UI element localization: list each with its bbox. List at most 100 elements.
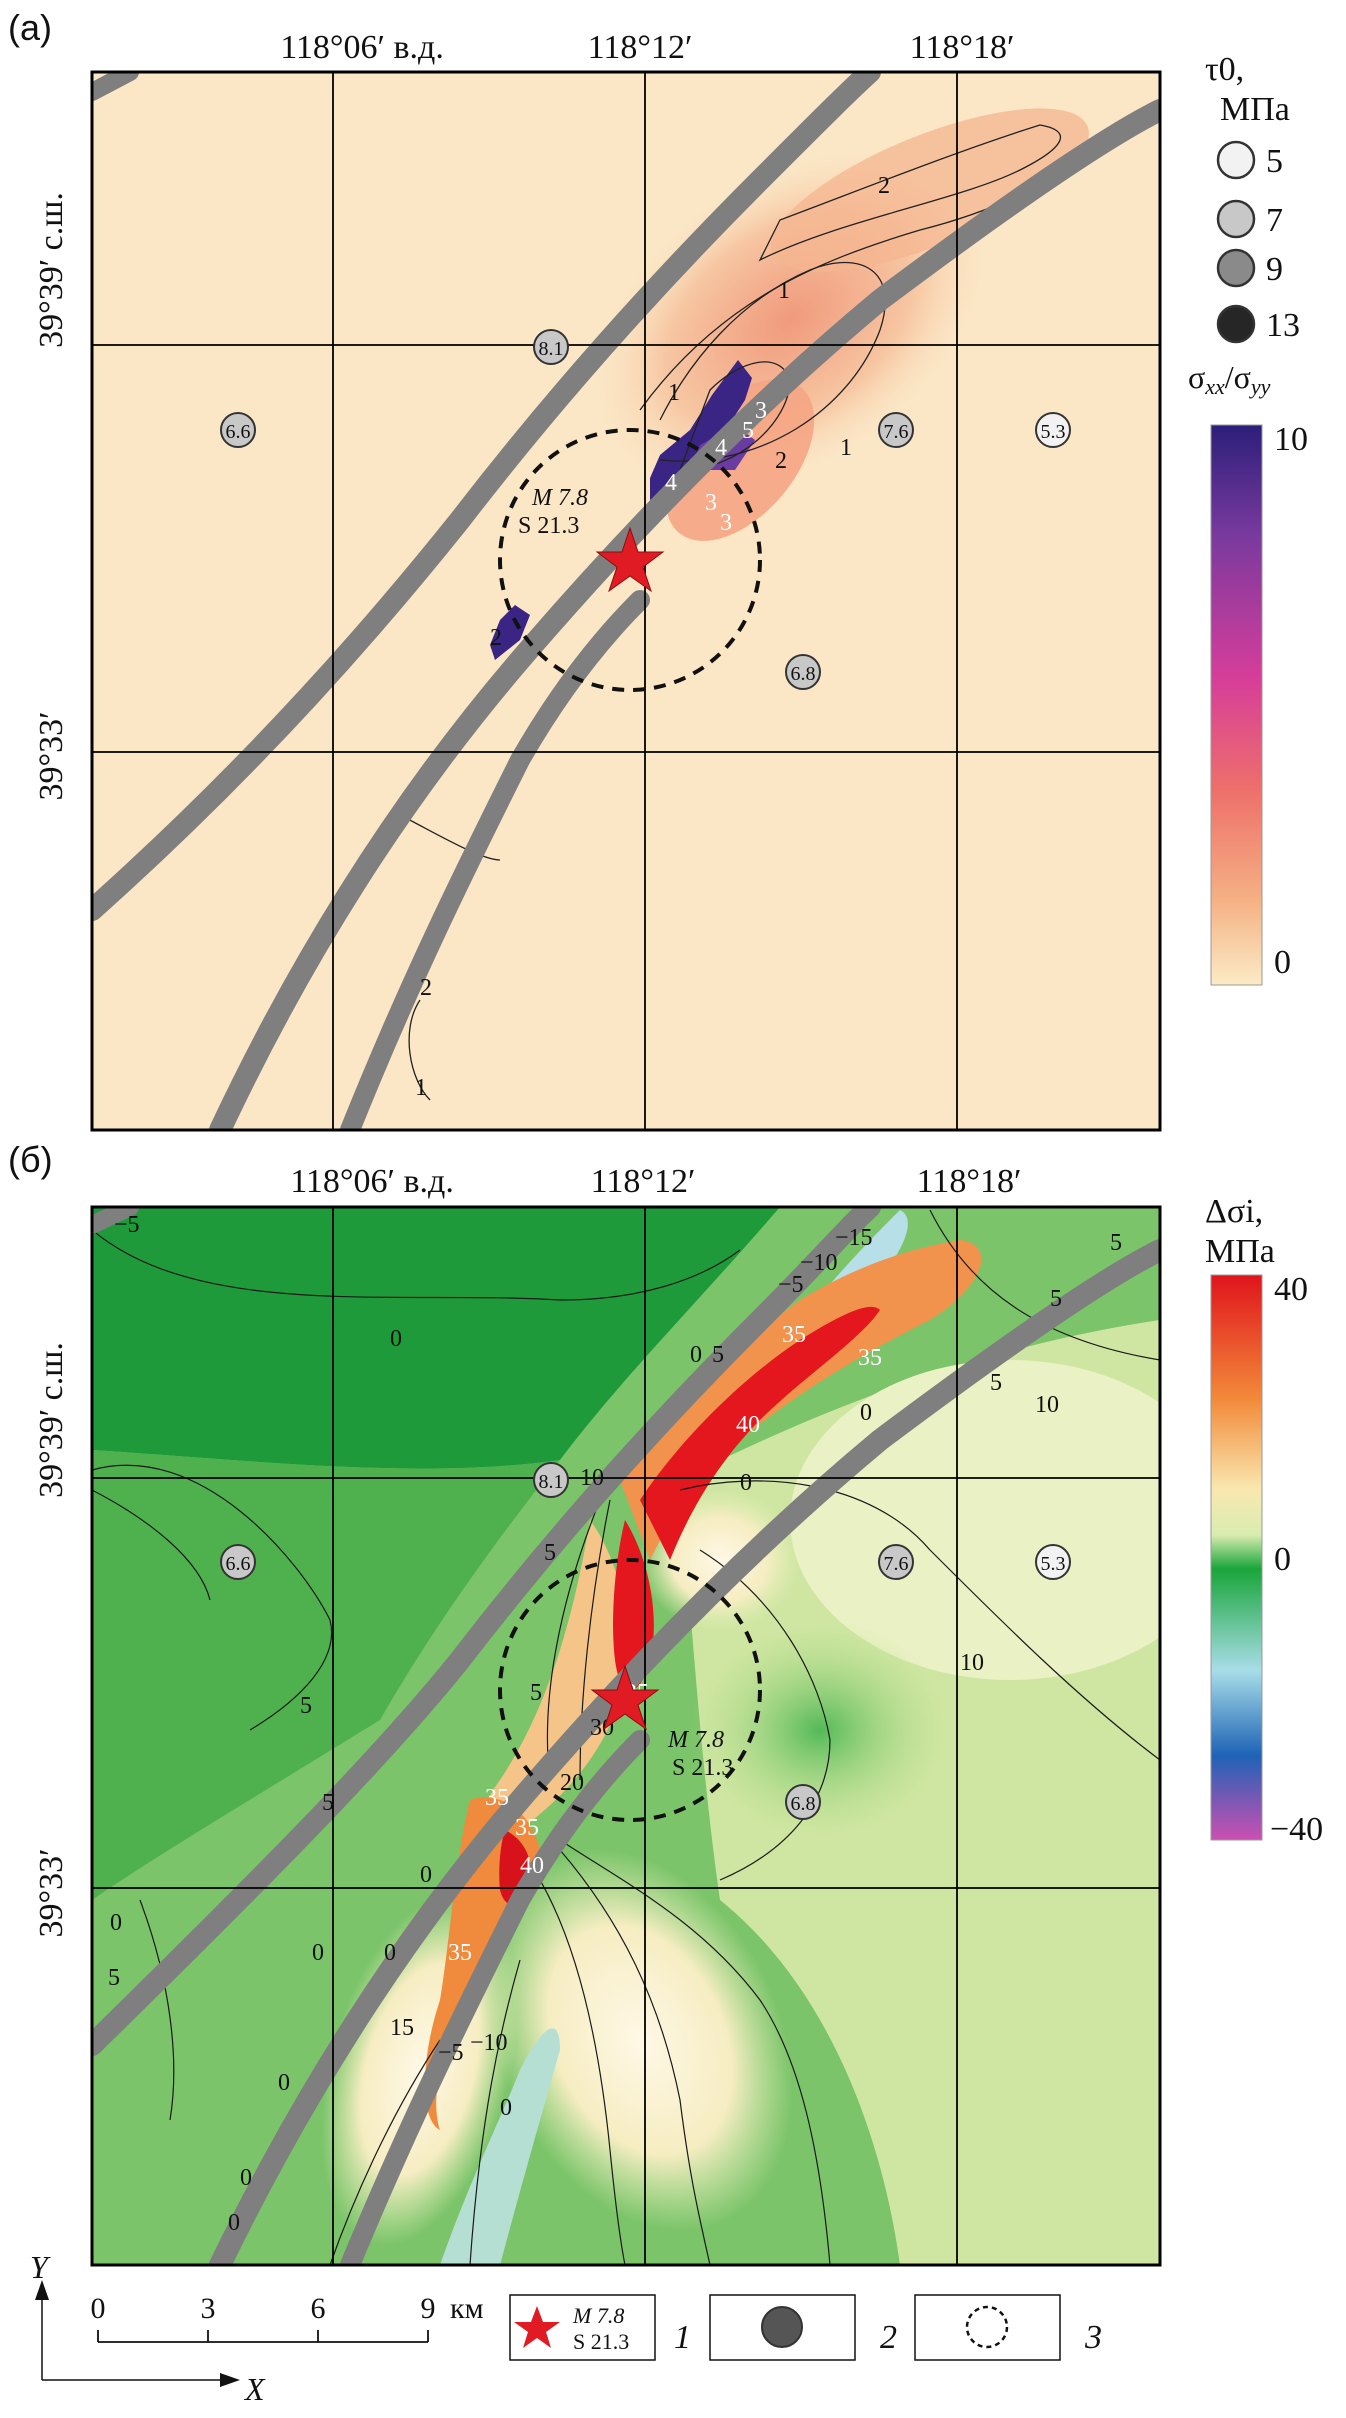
contour-label: 2 [490, 625, 502, 651]
colorbar-b-unit: МПа [1205, 1233, 1275, 1270]
legend-epicenter-magnitude: M 7.8 [572, 2303, 624, 2328]
panel-b-lat-tick-1: 39°39′ с.ш. [33, 1342, 70, 1498]
station-value: 8.1 [539, 338, 564, 360]
panel-b-lon-tick-3: 118°18′ [917, 1163, 1022, 1200]
station-value: 6.6 [226, 1553, 251, 1575]
contour-label: 5 [322, 1790, 334, 1816]
contour-label: 1 [668, 380, 680, 406]
contour-label: 1 [415, 1075, 427, 1101]
contour-label: 5 [712, 1342, 724, 1368]
station-marker [220, 1544, 256, 1580]
contour-label: 10 [580, 1465, 604, 1491]
contour-label: 5 [108, 1965, 120, 1991]
legend-tau0-unit: МПа [1220, 91, 1290, 128]
stations-a: 8.1 6.6 7.6 5.3 6.8 [220, 329, 1071, 690]
stress-halo-upper [771, 108, 1089, 272]
legend-tau0-value: 9 [1266, 251, 1283, 288]
legend-number: 3 [1084, 2319, 1102, 2356]
scale-unit: км [450, 2292, 484, 2325]
contour-label: 40 [520, 1853, 544, 1879]
station-marker [533, 329, 569, 365]
contour-label: 5 [1050, 1286, 1062, 1312]
station-value: 8.1 [539, 1471, 564, 1493]
station-value: 7.6 [884, 421, 909, 443]
map-a-frame [90, 70, 1162, 1132]
grid-b [92, 1207, 1160, 2265]
zone-orange-upper [620, 1240, 982, 1560]
panel-b: (б) 118°06′ в.д. 118°12′ 118°18′ 39°39′ … [8, 1139, 1323, 2267]
colorbar-b-max: 40 [1274, 1271, 1308, 1308]
legend-tau0-value: 7 [1266, 202, 1283, 239]
contour-label: 40 [736, 1412, 760, 1438]
panel-a-lon-tick-3: 118°18′ [910, 29, 1015, 66]
epicenter-stress-drop: S 21.3 [518, 513, 579, 539]
contour-label: 10 [960, 1650, 984, 1676]
epicenter-star-icon [590, 1664, 660, 1731]
contour-label: 0 [312, 1940, 324, 1966]
colorbar-b-min: −40 [1270, 1811, 1323, 1848]
contour-label: −5 [778, 1272, 804, 1298]
legend-tau0-value: 13 [1266, 307, 1300, 344]
contour-label: 35 [858, 1345, 882, 1371]
contour-label: 3 [755, 398, 767, 424]
contour-label: −5 [438, 2040, 464, 2066]
station-value: 6.8 [791, 1793, 816, 1815]
station-value: 6.6 [226, 421, 251, 443]
contour-label: 10 [1035, 1392, 1059, 1418]
legend-rupture-circle-icon [965, 2305, 1009, 2349]
contour-label: 0 [384, 1940, 396, 1966]
epicenter-stress-drop: S 21.3 [672, 1755, 733, 1781]
station-marker [785, 1784, 821, 1820]
rupture-zone-circle [498, 428, 762, 692]
legend-box-rupture [914, 2294, 1061, 2361]
contour-label: 3 [720, 510, 732, 536]
panel-a-lon-tick-1: 118°06′ в.д. [280, 29, 444, 66]
axis-x-label: X [243, 2371, 266, 2407]
colorbar-a-min: 0 [1274, 944, 1291, 981]
contour-label: 5 [742, 418, 754, 444]
contour-labels-a: 2 1 1 1 2 5 3 4 3 4 3 2 2 1 [415, 173, 890, 1101]
station-marker [878, 412, 914, 448]
panel-b-lat-tick-2: 39°33′ [33, 1848, 70, 1937]
contours-b [92, 1209, 1160, 2265]
contour-label: 0 [740, 1470, 752, 1496]
colorbar-b-ramp [1210, 1274, 1263, 1841]
station-value: 6.8 [791, 663, 816, 685]
legend-tau0-swatch [1216, 199, 1256, 239]
contour-label: 3 [705, 490, 717, 516]
station-marker [1035, 1544, 1071, 1580]
panel-a-lat-tick-2: 39°33′ [33, 711, 70, 800]
colorbar-a-title: σxx/σyy [1188, 359, 1271, 399]
legend-station-icon [761, 2306, 803, 2348]
contour-label: 0 [500, 2095, 512, 2121]
contour-label: 0 [228, 2210, 240, 2236]
legend-star-icon [514, 2306, 560, 2348]
map-a: 2 1 1 1 2 5 3 4 3 4 3 2 2 1 M 7.8 S 21.3 [92, 72, 1160, 1130]
scale-tick-label: 0 [91, 2292, 106, 2325]
colorbar-a-ramp [1210, 424, 1263, 986]
contour-label: −10 [470, 2030, 508, 2056]
contour-label: 20 [560, 1770, 584, 1796]
station-marker [785, 654, 821, 690]
legend-tau0-swatch [1216, 248, 1256, 288]
legend-tau0-swatch [1216, 140, 1256, 180]
contour-label: −10 [800, 1250, 838, 1276]
scale-bar: 0 3 6 9 км [91, 2292, 484, 2343]
legend-number: 1 [674, 2319, 691, 2356]
map-b: −5 0 0 5 −15 −10 −5 35 35 40 5 5 10 0 0 … [92, 1207, 1160, 2265]
high-ratio-zone-1 [650, 360, 752, 500]
station-value: 7.6 [884, 1553, 909, 1575]
zone-green-dark [92, 1207, 780, 1469]
contour-labels-b: −5 0 0 5 −15 −10 −5 35 35 40 5 5 10 0 0 … [108, 1212, 1122, 2236]
station-value: 5.3 [1041, 1553, 1066, 1575]
contour-label: −5 [114, 1212, 140, 1238]
contour-label: 0 [240, 2165, 252, 2191]
legend-tau0-title: τ0, [1205, 51, 1244, 88]
legend-tau0-swatch [1216, 304, 1256, 344]
contour-label: 0 [278, 2070, 290, 2096]
station-marker [533, 1462, 569, 1498]
legend-number: 2 [880, 2319, 897, 2356]
zone-green-mid [92, 1450, 560, 1900]
legend-box-station [709, 2294, 856, 2361]
